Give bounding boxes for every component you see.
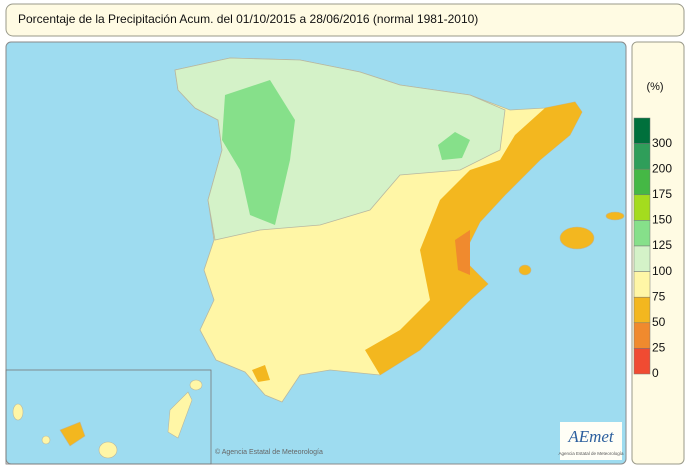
logo-subtitle: Agencia Estatal de Meteorología [558,451,624,456]
legend-label: 150 [652,213,672,227]
legend-swatch [633,245,651,272]
legend: 300 200 175 150 125 100 75 50 25 0 [633,117,672,380]
title-box [5,3,685,37]
legend-swatch [633,271,651,298]
logo-box [560,422,622,460]
legend-label: 175 [652,187,672,201]
legend-unit: (%) [646,81,663,93]
legend-swatch [633,117,651,144]
credit: © Agencia Estatal de Meteorología [215,448,323,456]
legend-swatch [633,348,651,375]
legend-swatch [633,322,651,349]
legend-swatch [633,194,651,221]
legend-label: 100 [652,264,672,278]
peninsula [174,57,583,403]
canary-islands [12,379,203,459]
legend-label: 25 [652,341,666,355]
logo: AEmet [567,427,615,446]
legend-label: 300 [652,136,672,150]
legend-swatch [633,168,651,196]
legend-label: 125 [652,238,672,252]
legend-label: 75 [652,289,666,303]
title: Porcentaje de la Precipitación Acum. del… [18,12,478,26]
legend-swatch [633,220,651,247]
canary-inset [5,369,212,465]
legend-label: 50 [652,315,666,329]
legend-swatch [633,296,651,324]
legend-label: 0 [652,366,659,380]
legend-label: 200 [652,161,672,175]
legend-swatch [633,143,651,170]
balearic-islands [518,211,625,276]
